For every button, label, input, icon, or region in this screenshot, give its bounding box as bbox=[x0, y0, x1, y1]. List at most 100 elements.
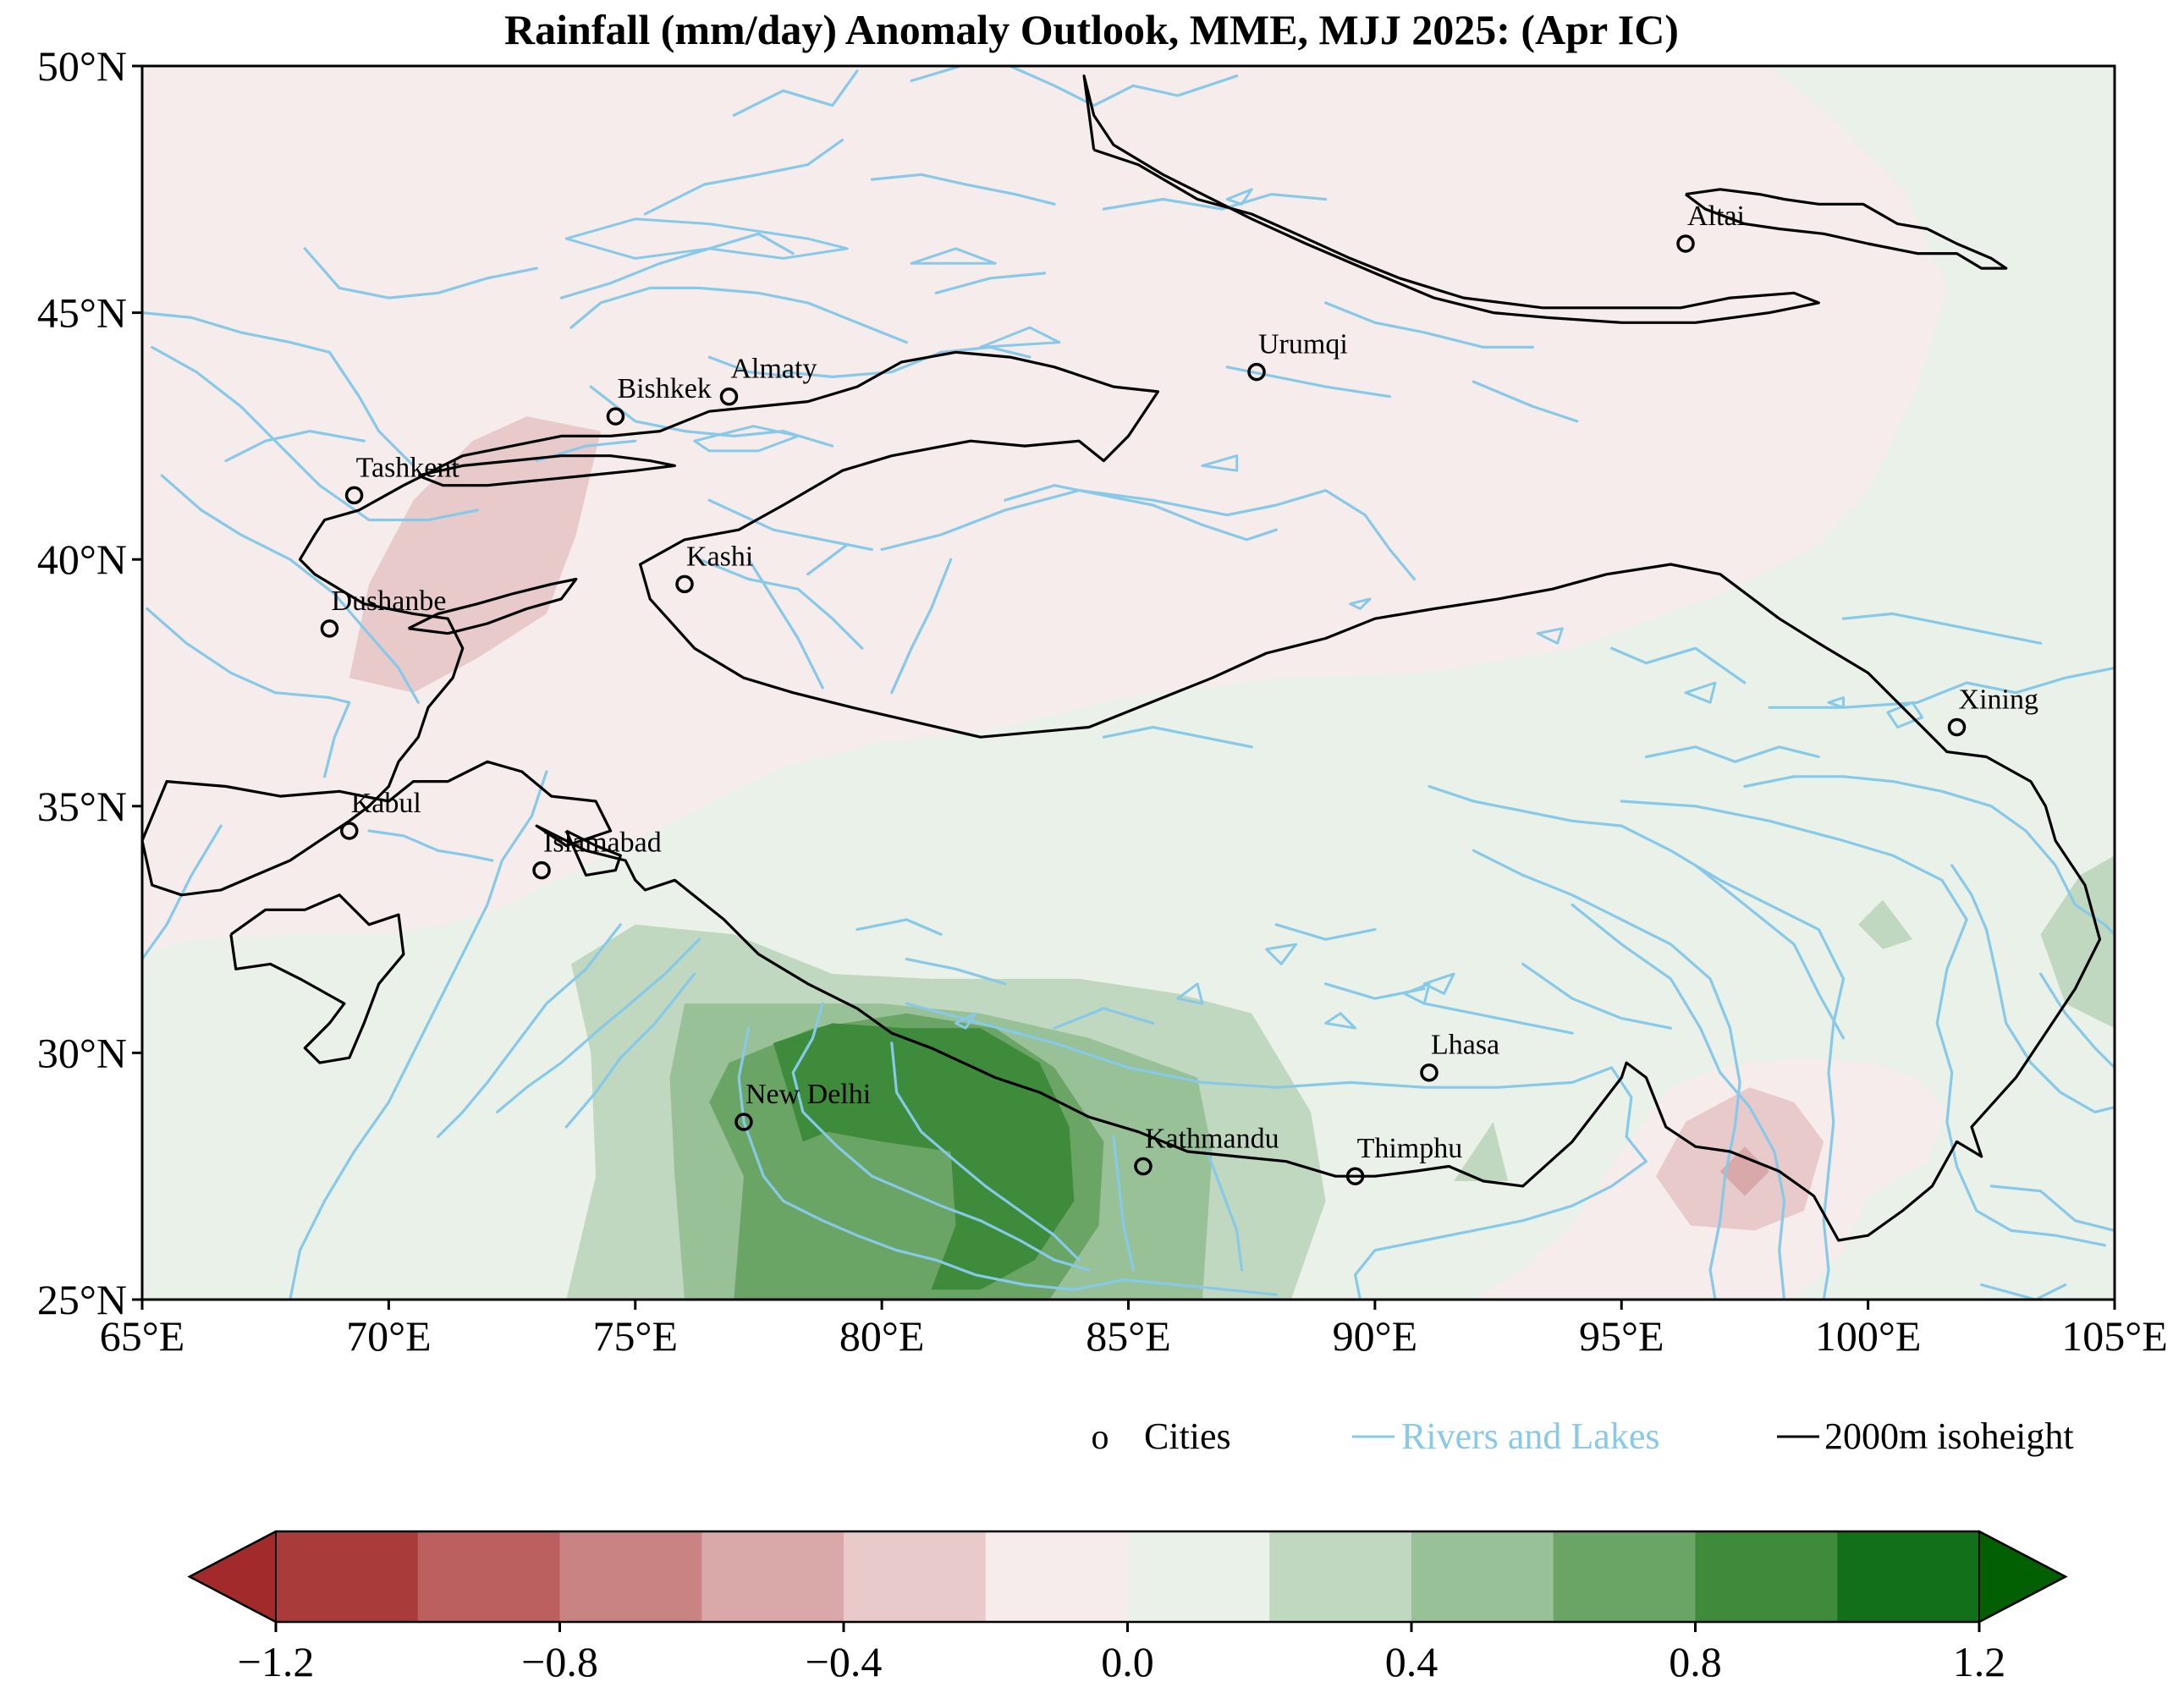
lake-0 bbox=[1886, 701, 1924, 728]
city-marker bbox=[1676, 234, 1695, 253]
river-line-29 bbox=[707, 355, 795, 378]
city-label: Kabul bbox=[351, 788, 421, 819]
lake-16 bbox=[1536, 627, 1564, 645]
river-line-47 bbox=[1571, 903, 1786, 1300]
colorbar-segment bbox=[276, 1531, 419, 1622]
colorbar-segment bbox=[1553, 1531, 1697, 1622]
lake-8 bbox=[1349, 597, 1372, 610]
city-kabul: Kabul bbox=[340, 788, 421, 840]
river-line-23 bbox=[910, 66, 963, 83]
river-line-22 bbox=[1008, 66, 1239, 107]
city-marker bbox=[675, 574, 694, 594]
x-tick-label: 70°E bbox=[346, 1312, 432, 1360]
river-line-48 bbox=[1620, 800, 2106, 1247]
river-line-55 bbox=[1323, 982, 1426, 1000]
city-marker bbox=[1134, 1157, 1153, 1176]
colorbar-extend-high bbox=[1978, 1530, 2068, 1624]
river-line-14 bbox=[151, 345, 479, 522]
river-line-26 bbox=[934, 272, 1047, 294]
city-marker bbox=[1345, 1167, 1365, 1185]
city-label: Lhasa bbox=[1431, 1030, 1499, 1061]
axis-ticks: 65°E 70°E 75°E 80°E 85°E 90°E 95°E 100°E 105°E 50… bbox=[37, 42, 2168, 1360]
city-altai: Altai bbox=[1676, 201, 1745, 253]
river-line-3 bbox=[1112, 1135, 1135, 1272]
river-line-53 bbox=[1422, 1002, 1574, 1035]
city-kathmandu: Kathmandu bbox=[1134, 1124, 1279, 1176]
river-line-33 bbox=[697, 558, 864, 650]
y-tick-label: 45°N bbox=[37, 289, 127, 337]
river-line-24 bbox=[870, 173, 1056, 206]
y-tick-label: 50°N bbox=[37, 42, 127, 90]
river-line-52 bbox=[1521, 962, 1673, 1030]
colorbar-segment bbox=[1837, 1531, 1980, 1622]
colorbar-tick-label: 0.8 bbox=[1669, 1638, 1722, 1685]
river-line-6 bbox=[289, 770, 548, 1300]
y-tick-label: 35°N bbox=[37, 783, 127, 830]
river-line-59 bbox=[2039, 972, 2115, 1069]
y-tick-label: 40°N bbox=[37, 536, 127, 583]
river-line-37 bbox=[589, 385, 834, 448]
river-line-13 bbox=[160, 474, 420, 704]
isoheight-line-6 bbox=[417, 454, 677, 487]
x-tick-label: 105°E bbox=[2061, 1312, 2168, 1360]
river-line-35 bbox=[890, 558, 953, 695]
anomaly-region-pos2-1 bbox=[1858, 899, 1913, 949]
city-label: Islamabad bbox=[543, 827, 662, 859]
colorbar-tick-label: 0.4 bbox=[1385, 1638, 1439, 1685]
lake-15 bbox=[1684, 681, 1717, 704]
legend-cities-label: Cities bbox=[1144, 1415, 1231, 1457]
legend-rivers-label: Rivers and Lakes bbox=[1401, 1415, 1659, 1457]
lake-4 bbox=[910, 247, 997, 265]
city-marker bbox=[734, 1113, 753, 1131]
river-line-20 bbox=[643, 138, 844, 216]
x-tick-label: 75°E bbox=[592, 1312, 678, 1360]
river-line-57 bbox=[1989, 1185, 2115, 1233]
x-tick-label: 85°E bbox=[1086, 1312, 1171, 1360]
colorbar-segment bbox=[844, 1531, 987, 1622]
river-line-31 bbox=[880, 488, 1417, 581]
isoheight-line-3 bbox=[1082, 74, 1820, 324]
river-line-34 bbox=[747, 558, 824, 690]
lake-2 bbox=[693, 425, 800, 453]
city-dushanbe: Dushanbe bbox=[320, 585, 446, 638]
y-tick-label: 30°N bbox=[37, 1029, 127, 1076]
figure-title: Rainfall (mm/day) Anomaly Outlook, MME, … bbox=[504, 6, 1679, 53]
colorbar-tick-label: 0.0 bbox=[1101, 1638, 1154, 1685]
lake-11 bbox=[1176, 982, 1204, 1005]
city-marker bbox=[532, 860, 551, 880]
isoheight-layer bbox=[142, 74, 2102, 1242]
city-marker bbox=[1947, 717, 1967, 737]
river-line-1 bbox=[791, 1002, 1091, 1272]
anomaly-region-pos2-2 bbox=[2040, 855, 2115, 1029]
river-line-30 bbox=[1004, 484, 1278, 541]
river-line-43 bbox=[1609, 646, 1747, 684]
x-tick-label: 95°E bbox=[1579, 1312, 1664, 1360]
colorbar-tick-label: 1.2 bbox=[1953, 1638, 2006, 1685]
city-xining: Xining bbox=[1947, 684, 2038, 737]
river-line-12 bbox=[146, 607, 351, 778]
city-lhasa: Lhasa bbox=[1420, 1030, 1499, 1082]
city-urumqi: Urumqi bbox=[1247, 329, 1348, 382]
river-line-62 bbox=[855, 918, 943, 937]
lake-10 bbox=[1403, 982, 1431, 1005]
lake-13 bbox=[1324, 1012, 1357, 1030]
river-line-8 bbox=[495, 937, 701, 1114]
map-legend: o Cities Rivers and Lakes 2000m isoheigh… bbox=[1092, 1415, 2074, 1457]
river-line-18 bbox=[559, 232, 795, 300]
anomaly-region-neg3-0 bbox=[1719, 1146, 1770, 1196]
river-line-46 bbox=[1472, 849, 1741, 1300]
city-marker bbox=[719, 387, 739, 406]
colorbar-segment bbox=[1411, 1531, 1554, 1622]
river-line-61 bbox=[905, 957, 1007, 986]
lake-6 bbox=[1201, 454, 1239, 472]
river-line-49 bbox=[1743, 775, 2115, 937]
anomaly-region-neg2-0 bbox=[349, 416, 601, 693]
map-plot-area: Altai Urumqi Almaty Bishkek Tashkent Kashi Dus… bbox=[37, 42, 2168, 1360]
x-tick-label: 65°E bbox=[100, 1312, 185, 1360]
river-line-42 bbox=[1841, 612, 2043, 645]
river-line-44 bbox=[1102, 725, 1253, 749]
river-line-28 bbox=[781, 345, 1031, 378]
city-label: Thimphu bbox=[1357, 1133, 1463, 1164]
city-kashi: Kashi bbox=[675, 541, 753, 594]
